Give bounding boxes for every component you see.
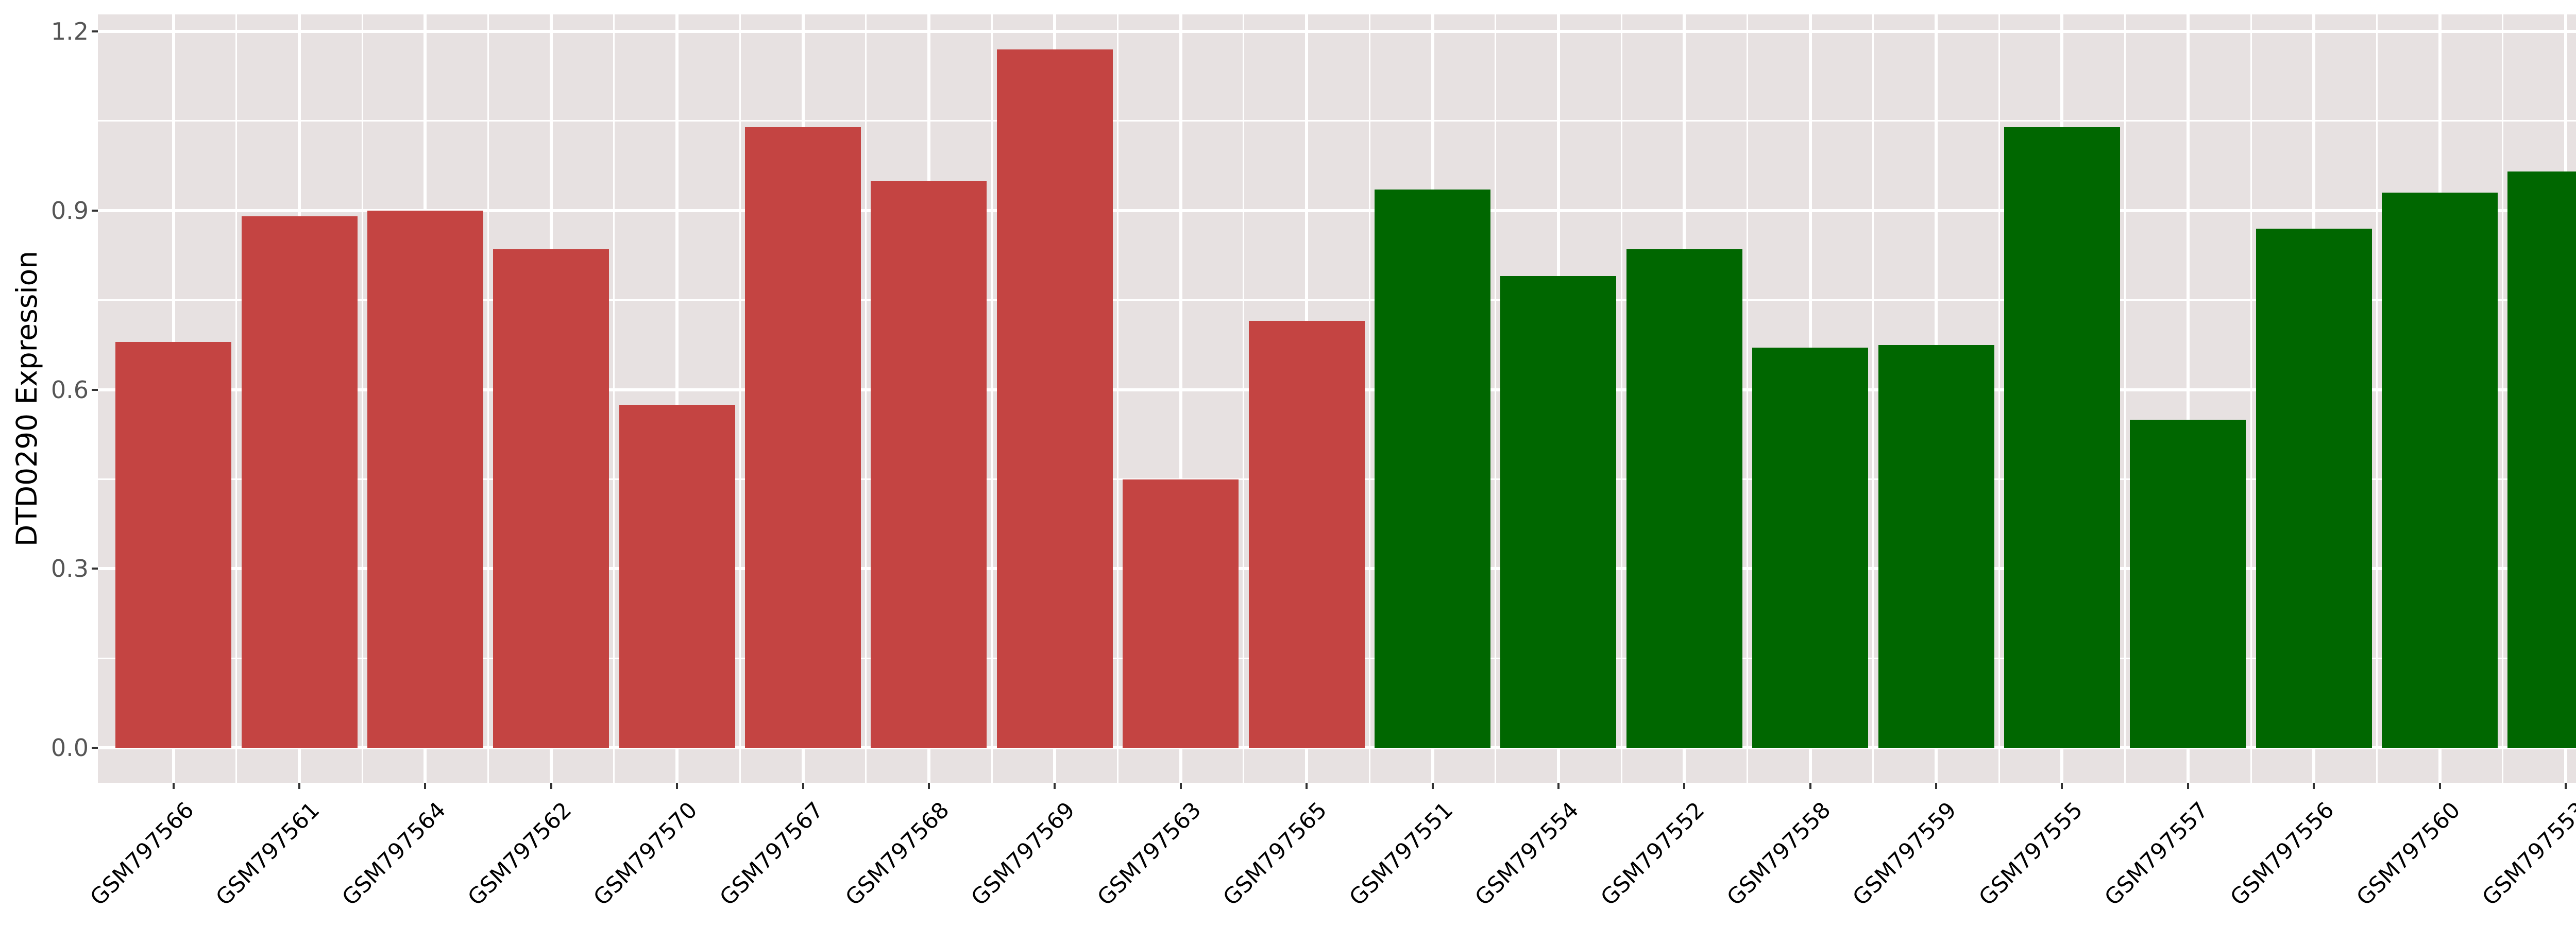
major-gridline-vertical [675, 14, 679, 783]
x-tick-mark [424, 783, 427, 789]
x-tick-label: GSM797570 [588, 797, 703, 911]
minor-gridline-vertical [991, 14, 993, 783]
x-tick-label: GSM797562 [463, 797, 577, 911]
x-tick-label: GSM797567 [715, 797, 828, 911]
x-tick-mark [927, 783, 930, 789]
x-tick-mark [1683, 783, 1686, 789]
minor-gridline-vertical [1620, 14, 1622, 783]
x-tick-mark [1179, 783, 1182, 789]
minor-gridline-vertical [1495, 14, 1497, 783]
x-tick-label: GSM797556 [2226, 797, 2340, 911]
minor-gridline-vertical [2250, 14, 2252, 783]
y-tick-label: 0.6 [50, 375, 89, 404]
bar [2507, 171, 2576, 748]
major-gridline-vertical [2186, 14, 2190, 783]
x-tick-mark [1054, 783, 1056, 789]
bar [493, 249, 609, 748]
minor-gridline-vertical [1872, 14, 1874, 783]
x-tick-mark [2061, 783, 2063, 789]
minor-gridline-vertical [1368, 14, 1370, 783]
x-tick-label: GSM797569 [967, 797, 1080, 911]
x-tick-mark [550, 783, 552, 789]
x-tick-mark [2564, 783, 2567, 789]
x-tick-mark [1557, 783, 1560, 789]
bar [2382, 193, 2498, 748]
x-tick-label: GSM797563 [1092, 797, 1207, 911]
minor-gridline-vertical [1746, 14, 1748, 783]
bar [1500, 276, 1617, 748]
x-tick-label: GSM797554 [1470, 797, 1584, 911]
x-tick-mark [1306, 783, 1308, 789]
minor-gridline-vertical [865, 14, 867, 783]
y-tick-label: 0.9 [50, 196, 89, 225]
bar [1626, 249, 1742, 748]
minor-gridline-vertical [613, 14, 615, 783]
bar [745, 127, 861, 748]
bar [1375, 190, 1490, 748]
x-tick-label: GSM797552 [1596, 797, 1710, 911]
x-tick-label: GSM797558 [1722, 797, 1836, 911]
y-tick-mark [92, 747, 98, 749]
minor-gridline-horizontal [98, 299, 2576, 301]
x-tick-mark [298, 783, 301, 789]
x-tick-label: GSM797568 [840, 797, 955, 911]
x-tick-label: GSM797564 [337, 797, 451, 911]
minor-gridline-vertical [2124, 14, 2126, 783]
bar [871, 180, 987, 748]
x-tick-label: GSM797559 [1848, 797, 1962, 911]
minor-gridline-vertical [1117, 14, 1119, 783]
bar [1248, 321, 1365, 748]
x-tick-label: GSM797565 [1218, 797, 1332, 911]
y-tick-mark [92, 568, 98, 570]
x-tick-label: GSM797551 [1344, 797, 1458, 911]
x-tick-label: GSM797561 [211, 797, 325, 911]
bar [115, 341, 232, 748]
major-gridline-vertical [1179, 14, 1182, 783]
minor-gridline-vertical [1998, 14, 2000, 783]
x-tick-mark [1809, 783, 1811, 789]
y-tick-mark [92, 30, 98, 33]
y-tick-label: 0.0 [50, 734, 89, 762]
x-tick-label: GSM797560 [2351, 797, 2465, 911]
bar [2130, 419, 2246, 748]
x-tick-mark [1431, 783, 1434, 789]
y-tick-label: 1.2 [50, 18, 89, 46]
major-gridline-horizontal [98, 209, 2576, 212]
minor-gridline-vertical [2376, 14, 2378, 783]
minor-gridline-vertical [2502, 14, 2504, 783]
x-tick-label: GSM797557 [2099, 797, 2214, 911]
y-tick-mark [92, 209, 98, 212]
minor-gridline-horizontal [98, 120, 2576, 122]
minor-gridline-vertical [235, 14, 238, 783]
bar [2256, 228, 2372, 748]
y-tick-mark [92, 388, 98, 391]
bar [1123, 479, 1239, 748]
x-tick-mark [676, 783, 679, 789]
minor-gridline-vertical [739, 14, 741, 783]
x-tick-mark [172, 783, 175, 789]
bar [367, 210, 483, 748]
major-gridline-horizontal [98, 746, 2576, 750]
bar [619, 404, 735, 748]
x-tick-mark [2438, 783, 2441, 789]
x-tick-label: GSM797555 [1974, 797, 2088, 911]
minor-gridline-vertical [487, 14, 489, 783]
x-tick-mark [802, 783, 804, 789]
bar [1752, 348, 1869, 748]
major-gridline-horizontal [98, 30, 2576, 33]
bar [996, 49, 1113, 748]
y-tick-label: 0.3 [50, 555, 89, 583]
bar [2004, 127, 2120, 748]
bar [241, 216, 358, 748]
x-tick-mark [2313, 783, 2315, 789]
minor-gridline-vertical [1243, 14, 1245, 783]
minor-gridline-vertical [361, 14, 363, 783]
x-tick-label: GSM797566 [85, 797, 199, 911]
plot-panel [98, 14, 2576, 783]
x-tick-label: GSM797553 [2477, 797, 2576, 911]
x-tick-mark [1935, 783, 1938, 789]
bar [1878, 345, 1994, 748]
x-tick-mark [2187, 783, 2189, 789]
